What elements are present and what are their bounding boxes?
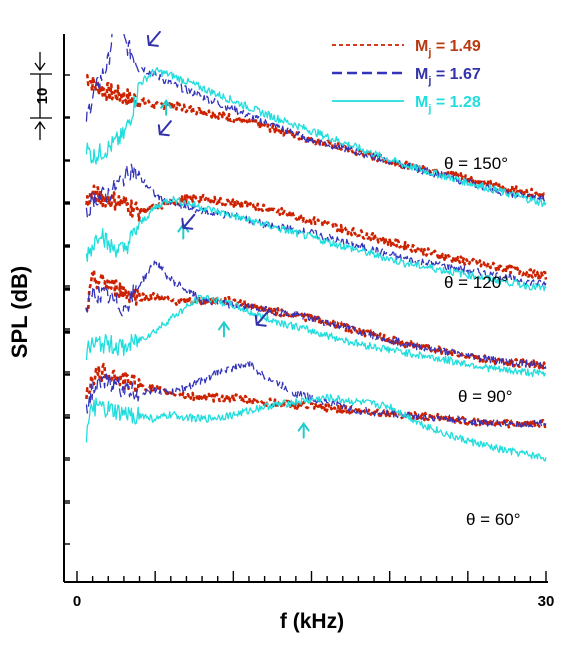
peak-markers [146,30,310,439]
scale-bar: 10 [30,52,52,140]
scale-bar-label: 10 [34,88,51,105]
peak-arrow-7 [254,310,269,327]
peak-arrow-3 [157,120,172,137]
series-line-4-2 [85,359,547,428]
peak-arrow-8 [297,421,310,439]
series-line-1-2 [85,34,547,204]
peak-arrow-1 [146,30,161,47]
panel-label-2: θ = 120° [444,273,508,292]
panel-label-1: θ = 150° [444,154,508,173]
peak-arrow-6 [217,320,230,338]
x-tick-label-30: 30 [538,593,555,610]
y-axis-label: SPL (dB) [7,266,32,358]
legend-label-2: Mj = 1.67 [415,66,481,87]
axes-frame [63,34,548,583]
peak-arrow-5 [181,213,196,230]
peak-arrow-2 [160,99,173,116]
panel-label-4: θ = 60° [466,510,521,529]
legend-label-3: Mj = 1.28 [415,94,481,115]
x-axis-label: f (kHz) [280,610,344,633]
series-line-4-3 [85,393,547,462]
series-line-2-3 [85,195,547,292]
legend: Mj = 1.49 Mj = 1.67 Mj = 1.28 [332,38,481,115]
series-line-3-2 [85,260,547,370]
panel-labels: θ = 150° θ = 120° θ = 90° θ = 60° [444,154,521,529]
legend-label-1: Mj = 1.49 [415,38,481,59]
panel-label-3: θ = 90° [458,387,513,406]
x-tick-label-0: 0 [73,593,81,610]
series-line-3-1 [85,269,547,370]
series-line-1-3 [85,66,547,208]
series-line-3-3 [85,294,547,378]
